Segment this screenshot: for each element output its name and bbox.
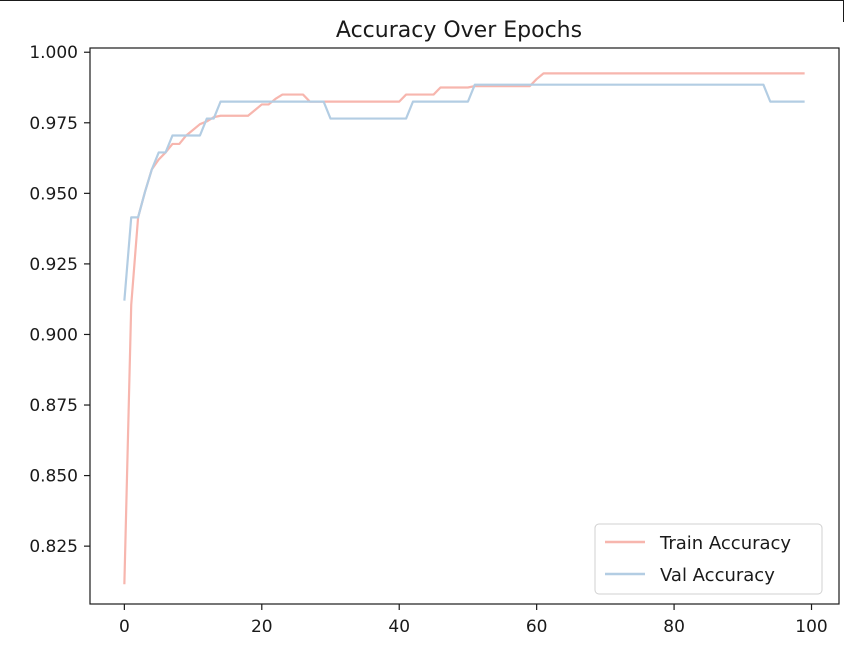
x-tick-label: 0 — [119, 617, 130, 637]
series-line-val — [123, 83, 805, 301]
plot-lines — [123, 72, 805, 585]
x-tick-label: 100 — [795, 617, 827, 637]
y-axis: 0.825 0.850 0.875 0.900 0.925 0.950 0.975 1.000 — [29, 43, 90, 557]
chart-title: Accuracy Over Epochs — [336, 18, 582, 43]
legend-box — [594, 523, 823, 595]
y-tick-label: 0.950 — [29, 184, 78, 204]
y-tick-label: 0.925 — [29, 255, 78, 275]
x-tick-label: 60 — [526, 617, 548, 637]
y-tick-label: 0.825 — [29, 537, 78, 557]
y-tick-label: 0.850 — [29, 467, 78, 487]
x-tick-label: 20 — [251, 617, 273, 637]
y-tick-label: 0.975 — [29, 114, 78, 134]
legend-label-val: Val Accuracy — [660, 565, 775, 586]
x-tick-label: 80 — [663, 617, 685, 637]
y-tick-label: 0.900 — [29, 325, 78, 345]
y-tick-label: 0.875 — [29, 396, 78, 416]
y-tick-label: 1.000 — [29, 43, 78, 63]
plot-frame — [89, 47, 840, 605]
x-axis: 0 20 40 60 80 100 — [119, 604, 828, 637]
series-line-train — [123, 72, 805, 585]
legend-label-train: Train Accuracy — [659, 533, 791, 554]
legend: Train Accuracy Val Accuracy — [594, 523, 823, 595]
window-top-border — [0, 0, 844, 1]
x-tick-label: 40 — [388, 617, 410, 637]
